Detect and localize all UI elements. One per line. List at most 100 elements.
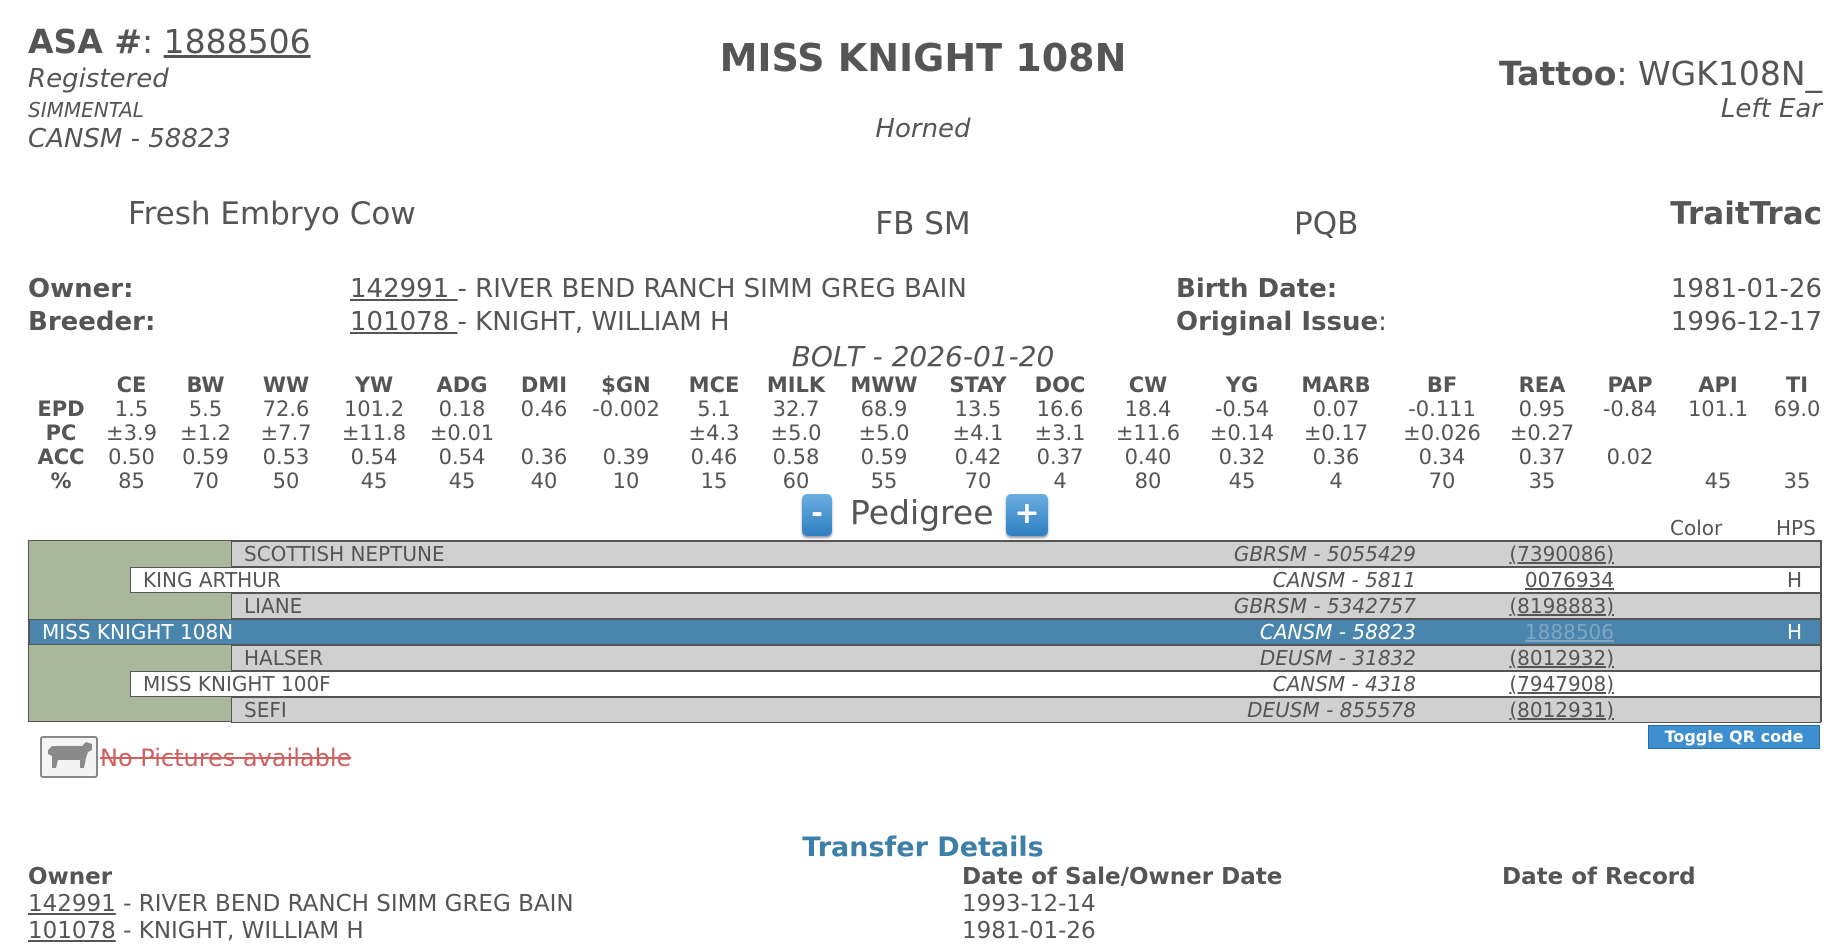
epd-corner <box>28 373 94 397</box>
epd-cell: 80 <box>1134 469 1162 493</box>
epd-cell: 0.54 <box>438 445 486 469</box>
original-issue-value: 1996-12-17 <box>1670 307 1822 337</box>
pedigree-reg-cell: 1888506 <box>1525 620 1614 644</box>
pedigree-row[interactable]: LIANE GBRSM - 5342757 (8198883) <box>231 593 1821 619</box>
transfer-row-date: 1981-01-26 <box>962 918 1096 944</box>
epd-cell: ±3.1 <box>1034 421 1086 445</box>
epd-cell: 45 <box>1228 469 1256 493</box>
pedigree-row[interactable]: MISS KNIGHT 108N CANSM - 58823 1888506 H <box>29 619 1821 645</box>
tattoo-value: WGK108N_ <box>1637 54 1822 93</box>
epd-cell: 32.7 <box>772 397 820 421</box>
epd-col-header: REA <box>1518 373 1566 397</box>
epd-cell: 18.4 <box>1124 397 1172 421</box>
pedigree-hps: H <box>1786 568 1802 592</box>
epd-col-header: CE <box>116 373 147 397</box>
epd-col-header: DMI <box>520 373 568 397</box>
pedigree-reg-link[interactable]: 1888506 <box>1524 620 1614 644</box>
epd-cell <box>582 421 670 445</box>
epd-cell: -0.111 <box>1408 397 1476 421</box>
epd-cell: ±4.1 <box>952 421 1004 445</box>
pedigree-animal-name: SEFI <box>244 698 287 722</box>
asa-number-link[interactable]: 1888506 <box>163 22 311 61</box>
epd-cell: 45 <box>360 469 388 493</box>
transfer-owner-link[interactable]: 101078 <box>28 918 116 944</box>
pedigree-color-header: Color <box>1670 516 1723 540</box>
pedigree-expand-button[interactable]: + <box>1006 494 1048 536</box>
pedigree-hps-header: HPS <box>1776 516 1816 540</box>
pedigree-herdbook: CANSM - 4318 <box>1272 672 1416 696</box>
epd-row: EPD 1.5 5.5 72.6 101.2 0.18 0.46 -0.002 5.1 32.7 6… <box>28 397 1832 421</box>
epd-col-header: API <box>1698 373 1738 397</box>
pedigree-herdbook: CANSM - 5811 <box>1272 568 1416 592</box>
epd-cell: ±0.17 <box>1303 421 1369 445</box>
epd-cell: 70 <box>964 469 992 493</box>
pedigree-reg-cell: (8012931) <box>1509 698 1614 722</box>
pedigree-reg-link[interactable]: (8012932) <box>1509 646 1614 670</box>
owner-name: - RIVER BEND RANCH SIMM GREG BAIN <box>457 274 967 304</box>
pedigree-reg-cell: (8198883) <box>1509 594 1614 618</box>
tattoo-ear: Left Ear <box>1720 94 1822 124</box>
pedigree-reg-link[interactable]: (7390086) <box>1509 542 1614 566</box>
epd-cell: ±5.0 <box>770 421 822 445</box>
epd-cell: 72.6 <box>262 397 310 421</box>
epd-cell: 5.1 <box>697 397 731 421</box>
epd-row-label: % <box>50 469 72 493</box>
pedigree-reg-link[interactable]: (8012931) <box>1509 698 1614 722</box>
epd-cell: 70 <box>1428 469 1456 493</box>
epd-col-header: YW <box>354 373 394 397</box>
epd-cell: 35 <box>1528 469 1556 493</box>
epd-cell: 0.46 <box>520 397 568 421</box>
owner-id-link[interactable]: 142991 <box>350 274 458 304</box>
epd-cell: 0.53 <box>262 445 310 469</box>
pedigree-herdbook: CANSM - 58823 <box>1259 620 1416 644</box>
pedigree-collapse-button[interactable]: - <box>802 494 832 536</box>
epd-row: PC ±3.9 ±1.2 ±7.7 ±11.8 ±0.01 ±4.3 ±5.0 ±5.0 ±4.1… <box>28 421 1832 445</box>
pedigree-reg-link[interactable]: (8198883) <box>1509 594 1614 618</box>
epd-cell: 1.5 <box>114 397 149 421</box>
asa-number-line: ASA #: 1888506 <box>28 22 311 61</box>
transfer-row-owner: 101078 - KNIGHT, WILLIAM H <box>28 918 364 944</box>
epd-col-header: CW <box>1128 373 1168 397</box>
horned-status: Horned <box>875 114 971 144</box>
pedigree-reg-cell: (7947908) <box>1509 672 1614 696</box>
epd-cell: 13.5 <box>954 397 1002 421</box>
epd-col-header: STAY <box>949 373 1007 397</box>
pedigree-row[interactable]: SCOTTISH NEPTUNE GBRSM - 5055429 (7390086) <box>231 541 1821 567</box>
bolt-date: BOLT - 2026-01-20 <box>791 340 1055 373</box>
pedigree-row[interactable]: KING ARTHUR CANSM - 5811 0076934 H <box>130 567 1821 593</box>
owner-value: 142991 - RIVER BEND RANCH SIMM GREG BAIN <box>350 274 967 304</box>
epd-row: % 85 70 50 45 45 40 10 15 60 55 70 4 80 45 4 70 35 45 35 <box>28 469 1832 493</box>
animal-status: Fresh Embryo Cow <box>128 196 416 232</box>
epd-cell: 0.36 <box>520 445 568 469</box>
birth-date-label: Birth Date: <box>1176 274 1338 304</box>
animal-name: MISS KNIGHT 108N <box>719 36 1127 80</box>
epd-cell <box>1586 421 1674 445</box>
epd-cell: ±11.8 <box>341 421 407 445</box>
pedigree-reg-link[interactable]: 0076934 <box>1524 568 1614 592</box>
epd-cell: 40 <box>530 469 558 493</box>
epd-col-header: BW <box>186 373 225 397</box>
pedigree-row[interactable]: MISS KNIGHT 100F CANSM - 4318 (7947908) <box>130 671 1821 697</box>
epd-cell: 4 <box>1053 469 1067 493</box>
breeder-id-link[interactable]: 101078 <box>350 307 458 337</box>
breed-name: SIMMENTAL <box>28 98 144 122</box>
epd-cell: 35 <box>1783 469 1811 493</box>
epd-cell: 85 <box>118 469 145 493</box>
epd-cell <box>1674 421 1762 445</box>
epd-col-header: MILK <box>766 373 826 397</box>
epd-cell: 0.46 <box>690 445 738 469</box>
transfer-owner-header: Owner <box>28 864 113 890</box>
no-pictures-link[interactable]: No Pictures available <box>100 744 352 772</box>
epd-cell: 45 <box>1704 469 1732 493</box>
pedigree-row[interactable]: HALSER DEUSM - 31832 (8012932) <box>231 645 1821 671</box>
pedigree-row[interactable]: SEFI DEUSM - 855578 (8012931) <box>231 697 1821 723</box>
toggle-qr-button[interactable]: Toggle QR code <box>1648 725 1820 749</box>
transfer-date-header: Date of Sale/Owner Date <box>962 864 1283 890</box>
pedigree-reg-link[interactable]: (7947908) <box>1509 672 1614 696</box>
epd-cell: 0.39 <box>602 445 650 469</box>
tattoo-label: Tattoo <box>1498 54 1617 93</box>
epd-cell: 0.02 <box>1606 445 1654 469</box>
epd-cell: 15 <box>700 469 728 493</box>
original-issue-label: Original Issue: <box>1176 307 1387 337</box>
transfer-owner-link[interactable]: 142991 <box>28 891 116 917</box>
